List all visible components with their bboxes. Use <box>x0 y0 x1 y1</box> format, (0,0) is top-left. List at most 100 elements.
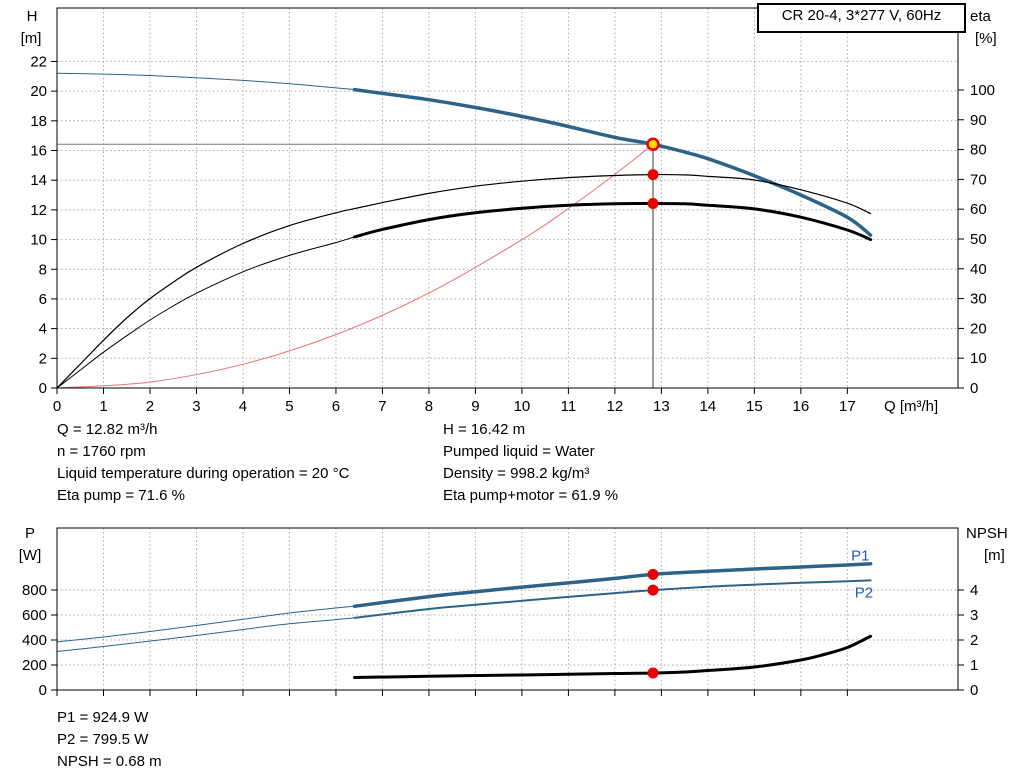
info-eta-pump: Eta pump = 71.6 % <box>57 487 185 504</box>
p2-curve <box>353 579 872 619</box>
eta-pump-motor-extension <box>56 236 355 389</box>
p1-curve <box>352 562 873 609</box>
right-axis-tick-label: 0 <box>970 380 978 397</box>
plot-border <box>56 7 959 389</box>
plot-area[interactable] <box>57 8 958 388</box>
result-p1: P1 = 924.9 W <box>57 709 149 726</box>
info-density: Density = 998.2 kg/m³ <box>443 465 590 482</box>
left-axis-tick-label: 16 <box>30 143 47 160</box>
p-axis-unit: [W] <box>19 547 42 564</box>
x-axis-tick-label: 11 <box>561 398 577 415</box>
hq-curve[interactable] <box>352 87 873 237</box>
x-axis-tick-label: 16 <box>793 398 810 415</box>
left-axis-tick-label: 0 <box>39 380 47 397</box>
left-axis-tick-label: 14 <box>30 172 47 189</box>
p1-label: P1 <box>851 548 869 565</box>
npsh-axis-title: NPSH <box>966 525 1008 542</box>
hq-eta-chart: 0246810121416182022010203040506070809010… <box>21 7 997 415</box>
x-axis-tick-label: 1 <box>99 398 107 415</box>
x-axis-tick-label: 7 <box>378 398 386 415</box>
x-axis-tick-label: 17 <box>839 398 856 415</box>
pump-designation-box: CR 20-4, 3*277 V, 60Hz <box>757 3 966 33</box>
h-axis-unit: [m] <box>21 30 42 47</box>
plot-border <box>56 527 959 691</box>
x-axis-tick-label: 4 <box>239 398 247 415</box>
info-pumped-liquid: Pumped liquid = Water <box>443 443 595 460</box>
duty-info-right-column: H = 16.42 m Pumped liquid = Water Densit… <box>443 419 618 507</box>
duty-info-left-column: Q = 12.82 m³/h n = 1760 rpm Liquid tempe… <box>57 419 349 507</box>
info-flow: Q = 12.82 m³/h <box>57 421 158 438</box>
x-axis-tick-label: 0 <box>53 398 61 415</box>
left-axis-tick-label: 0 <box>39 682 47 699</box>
right-axis-tick-label: 4 <box>970 582 978 599</box>
x-axis-tick-label: 12 <box>607 398 624 415</box>
x-axis-tick-label: 8 <box>425 398 433 415</box>
x-axis-tick-label: 9 <box>471 398 479 415</box>
left-axis-tick-label: 200 <box>22 657 47 674</box>
x-axis-tick-label: 10 <box>514 398 531 415</box>
left-axis-tick-label: 20 <box>30 83 47 100</box>
eta-axis-title: eta <box>970 8 992 25</box>
right-axis-tick-label: 10 <box>970 350 987 367</box>
info-liquid-temperature: Liquid temperature during operation = 20… <box>57 465 350 482</box>
p2-curve-extension <box>56 617 355 652</box>
right-axis-tick-label: 50 <box>970 231 987 248</box>
left-axis-tick-label: 2 <box>39 350 47 367</box>
plot-area[interactable] <box>57 528 958 690</box>
result-npsh: NPSH = 0.68 m <box>57 753 162 770</box>
p2-label: P2 <box>855 584 873 601</box>
x-axis-tick-label: 6 <box>332 398 340 415</box>
left-axis-tick-label: 22 <box>30 53 47 70</box>
npsh-axis-unit: [m] <box>984 547 1005 564</box>
x-axis-tick-label: 3 <box>192 398 200 415</box>
x-axis-tick-label: 15 <box>746 398 763 415</box>
right-axis-tick-label: 100 <box>970 82 995 99</box>
result-p2: P2 = 799.5 W <box>57 731 149 748</box>
duty-point-marker[interactable] <box>646 137 660 152</box>
left-axis-tick-label: 12 <box>30 202 47 219</box>
right-axis-tick-label: 60 <box>970 201 987 218</box>
npsh-curve <box>353 634 873 679</box>
left-axis-tick-label: 400 <box>22 632 47 649</box>
power-npsh-chart: 0 200 400 600 800 0 1 2 3 4 P1 P2 P [W] NPSH [m] <box>19 525 1008 699</box>
right-axis-tick-label: 3 <box>970 607 978 624</box>
hq-curve-extension <box>56 72 355 91</box>
left-axis-tick-label: 10 <box>30 232 47 249</box>
npsh-point <box>647 667 659 679</box>
q-axis-label: Q [m³/h] <box>884 398 938 415</box>
info-eta-pump-motor: Eta pump+motor = 61.9 % <box>443 487 619 504</box>
right-axis-tick-label: 70 <box>970 171 987 188</box>
right-axis-tick-label: 1 <box>970 657 978 674</box>
eta-axis-unit: [%] <box>975 30 997 47</box>
p1-curve-extension <box>56 605 355 643</box>
left-axis-tick-label: 6 <box>39 291 47 308</box>
x-axis-tick-label: 5 <box>285 398 293 415</box>
eta-pump-curve <box>56 173 872 389</box>
p1-point <box>647 568 659 580</box>
info-speed: n = 1760 rpm <box>57 443 146 460</box>
left-axis-tick-label: 8 <box>39 261 47 278</box>
system-curve <box>56 143 654 389</box>
right-axis-tick-label: 2 <box>970 632 978 649</box>
eta-pump-motor-curve <box>353 202 873 242</box>
left-axis-tick-label: 4 <box>39 321 47 338</box>
right-axis-tick-label: 0 <box>970 682 978 699</box>
x-axis-tick-label: 14 <box>700 398 717 415</box>
x-axis-tick-label: 2 <box>146 398 154 415</box>
right-axis-tick-label: 40 <box>970 261 987 278</box>
left-axis-tick-label: 600 <box>22 607 47 624</box>
eta-pump-motor-point <box>647 198 659 210</box>
right-axis-tick-label: 20 <box>970 320 987 337</box>
left-axis-tick-label: 800 <box>22 582 47 599</box>
right-axis-tick-label: 30 <box>970 291 987 308</box>
eta-pump-point <box>647 169 659 181</box>
h-axis-title: H <box>27 8 38 25</box>
info-head: H = 16.42 m <box>443 421 526 438</box>
x-axis-tick-label: 13 <box>653 398 670 415</box>
power-npsh-results: P1 = 924.9 W P2 = 799.5 W NPSH = 0.68 m <box>57 707 162 773</box>
right-axis-tick-label: 80 <box>970 142 987 159</box>
right-axis-tick-label: 90 <box>970 112 987 129</box>
left-axis-tick-label: 18 <box>30 113 47 130</box>
